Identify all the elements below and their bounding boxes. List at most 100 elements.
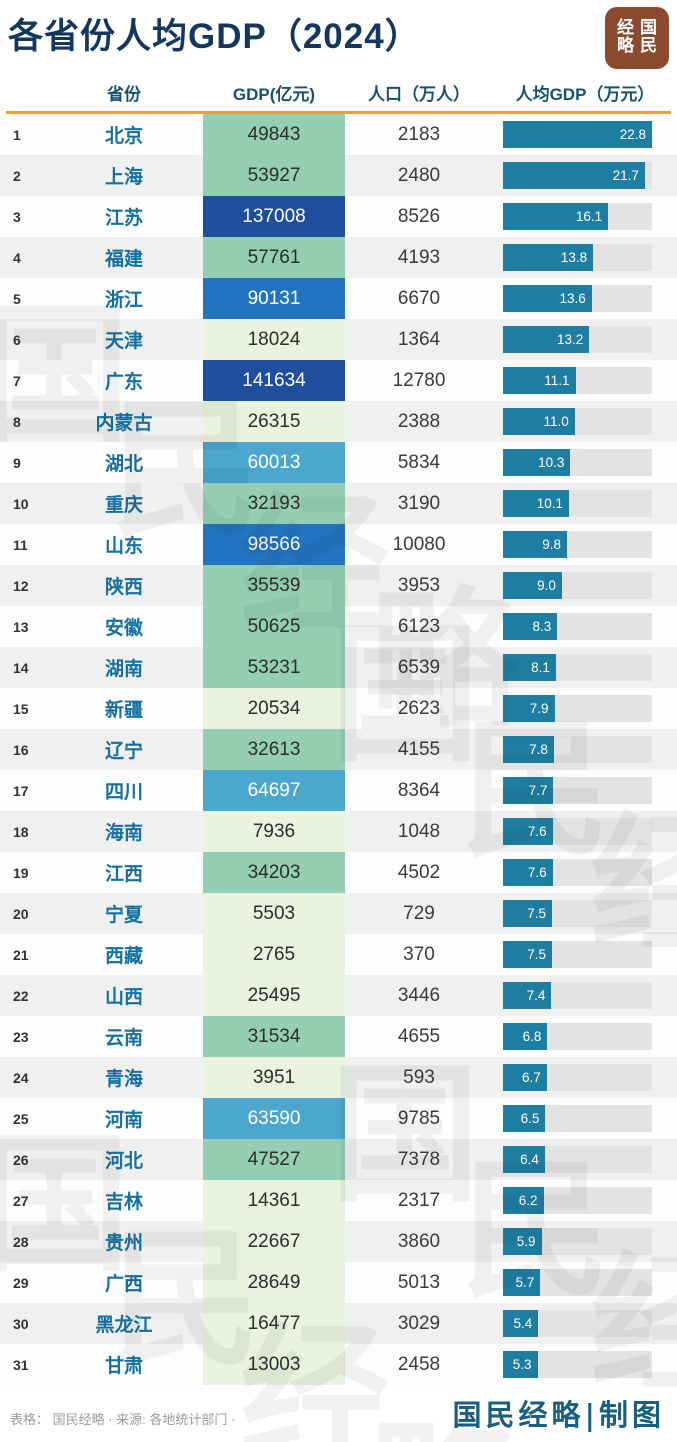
per-capita-bar: 6.4 xyxy=(503,1146,545,1173)
population-value: 2458 xyxy=(397,1353,441,1375)
per-capita-value: 21.7 xyxy=(612,168,639,183)
province-name: 海南 xyxy=(104,823,143,844)
gdp-value-cell: 32193 xyxy=(203,483,345,524)
brand-logo: 经略 国民 xyxy=(605,7,669,69)
per-capita-value: 11.1 xyxy=(544,373,570,388)
population-value: 3446 xyxy=(397,984,441,1006)
table-row: 3 江苏 137008 8526 16.1 xyxy=(0,196,677,237)
per-capita-value: 8.1 xyxy=(531,660,550,675)
table-row: 10 重庆 32193 3190 10.1 xyxy=(0,483,677,524)
population-value: 8526 xyxy=(397,205,441,227)
population-value: 4655 xyxy=(397,1025,441,1047)
column-header-row: 省份 GDP(亿元) 人口（万人） 人均GDP（万元） xyxy=(0,76,677,109)
rank-label: 23 xyxy=(13,1028,29,1045)
population-value: 3860 xyxy=(397,1230,441,1252)
gdp-value-cell: 31534 xyxy=(203,1016,345,1057)
gdp-value-cell: 5503 xyxy=(203,893,345,934)
province-name: 湖南 xyxy=(104,659,143,680)
per-capita-bar: 7.6 xyxy=(503,818,553,845)
population-value: 10080 xyxy=(392,533,446,555)
table-row: 12 陕西 35539 3953 9.0 xyxy=(0,565,677,606)
gdp-value-cell: 7936 xyxy=(203,811,345,852)
per-capita-bar-track: 9.8 xyxy=(503,531,652,558)
per-capita-bar-track: 7.6 xyxy=(503,818,652,845)
per-capita-value: 7.5 xyxy=(527,906,547,921)
logo-char: 略 xyxy=(617,36,634,56)
per-capita-bar: 7.8 xyxy=(503,736,554,763)
population-value: 2317 xyxy=(397,1189,441,1211)
per-capita-bar: 7.4 xyxy=(503,982,552,1009)
table-row: 5 浙江 90131 6670 13.6 xyxy=(0,278,677,319)
per-capita-bar-track: 6.2 xyxy=(503,1187,652,1214)
per-capita-bar: 13.2 xyxy=(503,326,590,353)
per-capita-bar-track: 6.4 xyxy=(503,1146,652,1173)
gdp-value-cell: 22667 xyxy=(203,1221,345,1262)
province-name: 安徽 xyxy=(104,618,143,639)
province-name: 上海 xyxy=(104,167,143,188)
per-capita-bar: 16.1 xyxy=(503,203,609,230)
rank-label: 2 xyxy=(13,167,21,184)
table-row: 15 新疆 20534 2623 7.9 xyxy=(0,688,677,729)
population-value: 8364 xyxy=(397,779,441,801)
per-capita-bar: 7.7 xyxy=(503,777,554,804)
province-name: 天津 xyxy=(104,331,143,352)
province-name: 辽宁 xyxy=(104,741,143,762)
gdp-value-cell: 32613 xyxy=(203,729,345,770)
per-capita-bar-track: 7.5 xyxy=(503,900,652,927)
gdp-value-cell: 53231 xyxy=(203,647,345,688)
rank-label: 27 xyxy=(13,1192,29,1209)
gdp-value-cell: 34203 xyxy=(203,852,345,893)
table-row: 28 贵州 22667 3860 5.9 xyxy=(0,1221,677,1262)
per-capita-bar: 5.9 xyxy=(503,1228,542,1255)
per-capita-value: 6.5 xyxy=(520,1111,540,1126)
footer: 表格： 国民经略 · 来源: 各地统计部门 · 国民经略|制图 xyxy=(0,1390,677,1442)
table-row: 17 四川 64697 8364 7.7 xyxy=(0,770,677,811)
per-capita-bar: 6.5 xyxy=(503,1105,546,1132)
population-value: 7378 xyxy=(397,1148,441,1170)
per-capita-value: 7.5 xyxy=(527,947,547,962)
population-value: 370 xyxy=(403,943,435,965)
per-capita-bar: 13.8 xyxy=(503,244,594,271)
gdp-value-cell: 141634 xyxy=(203,360,345,401)
per-capita-value: 5.3 xyxy=(512,1357,532,1372)
per-capita-bar: 8.1 xyxy=(503,654,556,681)
logo-char: 国 xyxy=(640,18,657,39)
table-row: 21 西藏 2765 370 7.5 xyxy=(0,934,677,975)
page-title: 各省份人均GDP（2024） xyxy=(8,17,421,56)
rank-label: 9 xyxy=(13,454,21,471)
per-capita-value: 7.6 xyxy=(527,824,547,839)
table-row: 29 广西 28649 5013 5.7 xyxy=(0,1262,677,1303)
population-value: 5834 xyxy=(397,451,441,473)
table-row: 31 甘肃 13003 2458 5.3 xyxy=(0,1344,677,1385)
rank-label: 28 xyxy=(13,1233,29,1250)
column-header-population: 人口（万人） xyxy=(368,85,470,104)
gdp-value-cell: 47527 xyxy=(203,1139,345,1180)
province-name: 青海 xyxy=(104,1069,143,1090)
per-capita-value: 5.7 xyxy=(515,1275,535,1290)
per-capita-bar: 5.7 xyxy=(503,1269,541,1296)
population-value: 6539 xyxy=(397,656,441,678)
per-capita-bar-track: 6.8 xyxy=(503,1023,652,1050)
per-capita-bar: 21.7 xyxy=(503,162,645,189)
gdp-value-cell: 49843 xyxy=(203,114,345,155)
gdp-value-cell: 25495 xyxy=(203,975,345,1016)
table-row: 18 海南 7936 1048 7.6 xyxy=(0,811,677,852)
per-capita-bar-track: 5.9 xyxy=(503,1228,652,1255)
gdp-value-cell: 20534 xyxy=(203,688,345,729)
province-name: 吉林 xyxy=(104,1192,143,1213)
table-row: 2 上海 53927 2480 21.7 xyxy=(0,155,677,196)
table-row: 8 内蒙古 26315 2388 11.0 xyxy=(0,401,677,442)
rank-label: 10 xyxy=(13,495,29,512)
gdp-value-cell: 3951 xyxy=(203,1057,345,1098)
logo-char: 民 xyxy=(640,36,657,56)
province-name: 重庆 xyxy=(104,495,143,516)
gdp-value-cell: 14361 xyxy=(203,1180,345,1221)
rank-label: 21 xyxy=(13,946,29,963)
province-name: 西藏 xyxy=(104,946,143,967)
per-capita-value: 5.4 xyxy=(513,1316,533,1331)
brand-logo-right-column: 国民 xyxy=(640,18,657,56)
gdp-value-cell: 50625 xyxy=(203,606,345,647)
population-value: 6670 xyxy=(397,287,441,309)
province-name: 河北 xyxy=(104,1151,143,1172)
per-capita-value: 16.1 xyxy=(575,209,603,224)
